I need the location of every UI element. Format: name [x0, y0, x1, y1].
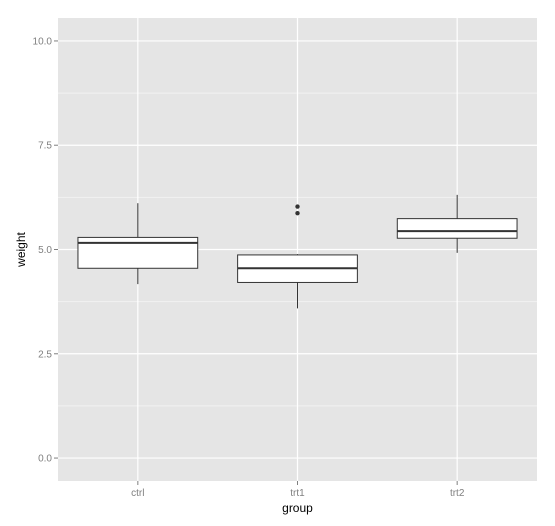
x-tick-label: trt1: [290, 488, 305, 499]
box-trt2: [396, 194, 518, 253]
y-tick-label: 0.0: [38, 454, 52, 465]
outlier-point: [295, 211, 300, 216]
y-tick-label: 2.5: [38, 349, 52, 360]
y-tick-label: 10.0: [33, 36, 53, 47]
box-trt1: [237, 204, 358, 309]
axis-ticks: 0.0 2.5 5.0 7.5 10.0 ctrl trt1 trt2: [33, 36, 465, 499]
box-ctrl: [77, 203, 199, 285]
y-axis-title: weight: [14, 231, 28, 267]
x-tick-label: trt2: [450, 488, 465, 499]
y-tick-label: 7.5: [38, 141, 52, 152]
y-tick-label: 5.0: [38, 245, 52, 256]
x-axis-title: group: [282, 501, 313, 515]
box-body: [396, 218, 518, 239]
x-tick-label: ctrl: [131, 488, 144, 499]
box-series: [77, 194, 518, 309]
outlier-point: [295, 204, 300, 209]
